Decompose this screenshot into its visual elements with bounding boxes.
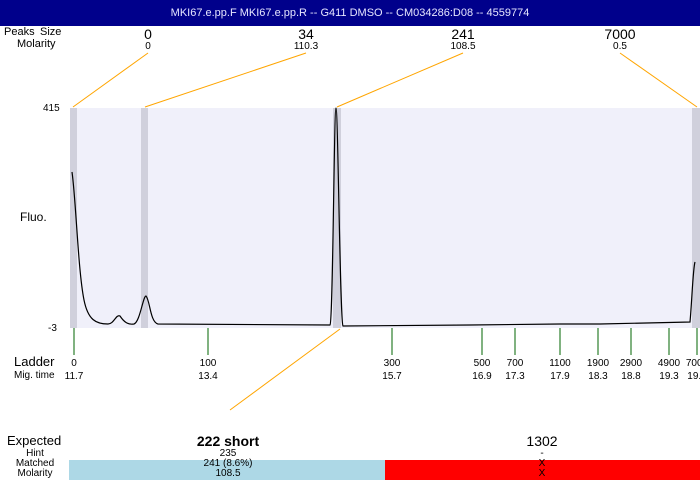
connectors	[72, 52, 698, 411]
peak-molarity: 110.3	[293, 41, 319, 52]
ladder-time: 16.9	[472, 371, 492, 382]
peak-marker	[70, 108, 77, 328]
matched-value: X	[538, 458, 546, 469]
ladder-time: 11.7	[64, 371, 84, 382]
peak-marker	[141, 108, 148, 328]
hint-value: 235	[219, 448, 237, 459]
ladder-size: 1100	[549, 358, 571, 369]
y-max-label: 415	[43, 103, 60, 114]
hint-label: Hint	[26, 448, 44, 459]
ladder-time: 18.8	[621, 371, 641, 382]
peak-marker	[333, 108, 341, 328]
matched-value: 241 (8.6%)	[203, 458, 253, 469]
y-min-label: -3	[48, 323, 57, 334]
expected-value: 222 short	[196, 433, 260, 449]
ladder-size: 4900	[657, 358, 681, 369]
molarity-row-label: Molarity	[17, 468, 53, 479]
molarity-label: Molarity	[17, 38, 56, 50]
ladder-size: 2900	[619, 358, 643, 369]
ladder-size: 300	[383, 358, 401, 369]
hint-value: -	[540, 448, 544, 459]
ladder-size: 500	[473, 358, 491, 369]
ladder-time: 18.3	[588, 371, 608, 382]
y-axis-label: Fluo.	[20, 210, 47, 224]
peak-size: 7000	[604, 26, 636, 42]
peak-size: 0	[144, 26, 152, 42]
mig-time-label: Mig. time	[14, 370, 55, 381]
peaks-label: Peaks	[4, 26, 35, 38]
expected-cell-1	[69, 460, 385, 480]
ladder-time: 15.7	[382, 371, 402, 382]
trace-line	[71, 107, 696, 327]
ladder-time: 19.7	[687, 371, 700, 382]
peak-size: 34	[298, 26, 314, 42]
ladder-time: 17.3	[505, 371, 525, 382]
expected-value: 1302	[526, 433, 558, 449]
ladder-size: 700	[506, 358, 524, 369]
peak-molarity: 108.5	[450, 41, 476, 52]
matched-label: Matched	[15, 458, 55, 469]
peak-molarity: 0	[145, 41, 151, 52]
size-label: Size	[40, 26, 62, 38]
ladder-size: 1900	[586, 358, 610, 369]
molarity-value: X	[538, 468, 546, 479]
ladder-label: Ladder	[14, 354, 55, 369]
peak-size: 241	[451, 26, 475, 42]
molarity-value: 108.5	[215, 468, 241, 479]
ladder-ticks	[73, 328, 698, 355]
plot-area	[70, 108, 700, 328]
ladder-size: 100	[199, 358, 217, 369]
expected-label: Expected	[7, 433, 62, 448]
ladder-time: 19.3	[659, 371, 679, 382]
peak-molarity: 0.5	[613, 41, 627, 52]
ladder-size: 7000	[685, 358, 700, 369]
ladder-size: 0	[71, 358, 77, 369]
ladder-time: 17.9	[550, 371, 570, 382]
ladder-time: 13.4	[198, 371, 218, 382]
expected-cell-2	[385, 460, 700, 480]
peak-marker	[692, 108, 700, 328]
window-title: MKI67.e.pp.F MKI67.e.pp.R -- G411 DMSO -…	[0, 0, 700, 26]
